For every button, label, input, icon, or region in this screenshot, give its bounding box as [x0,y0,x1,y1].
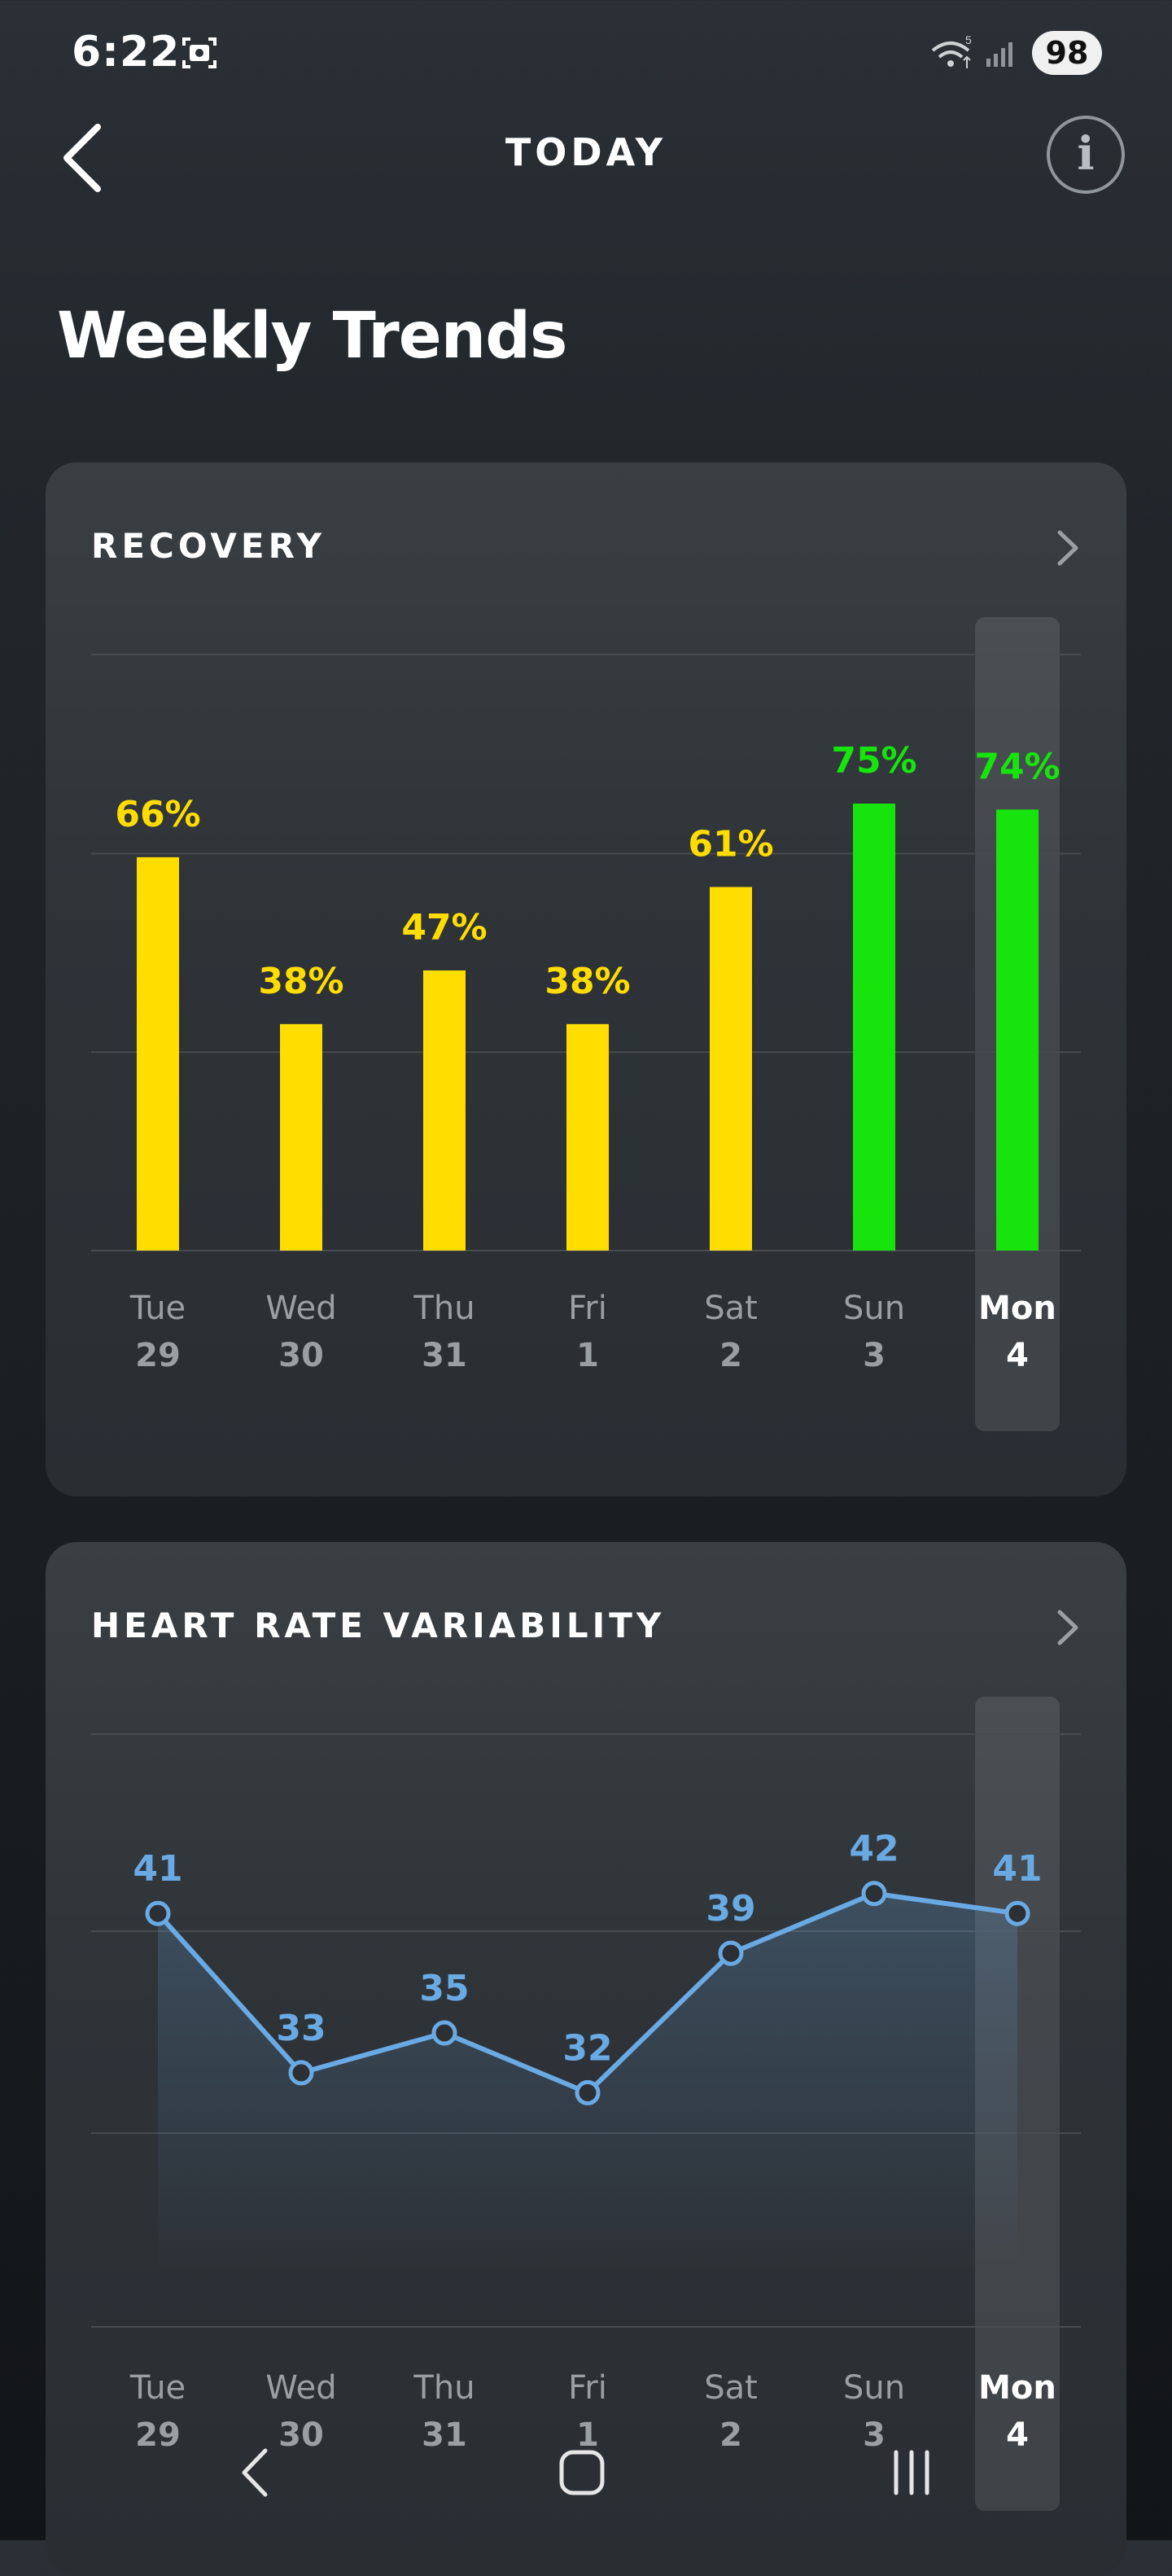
x-tick-day: Thu [413,1290,474,1327]
status-time: 6:22 [72,28,181,77]
x-tick-date: 1 [576,1337,599,1374]
hrv-point [431,2020,457,2046]
hrv-point [145,1900,171,1926]
x-tick-day: Fri [568,1290,607,1327]
x-tick-day: Sat [704,1290,758,1327]
bar [710,887,752,1251]
battery-badge: 98 [1032,31,1102,75]
bar-value-label: 38% [258,961,343,1002]
hrv-value-label: 32 [562,2027,612,2069]
recovery-chart: 66% 38% 47% 38% 61% 75% 74% Tue 29 Wed 30 Thu 31 Fri 1… [91,617,1081,1431]
x-tick-date: 4 [1006,1337,1029,1374]
system-nav-bar [0,2426,1172,2540]
x-tick-day: Fri [568,2369,607,2407]
hrv-area [158,1893,1017,2275]
hrv-value-label: 41 [133,1848,182,1890]
x-tick-date: 1 [576,2416,599,2454]
status-bar: 6:22 5 98 [0,0,1172,106]
bar-value-label: 38% [544,961,630,1002]
nav-back-icon[interactable] [220,2436,293,2509]
x-tick-day: Mon [978,1290,1056,1327]
x-tick-date: 2 [719,2416,742,2454]
x-tick-date: 31 [422,1337,467,1374]
hrv-card[interactable]: HEART RATE VARIABILITY 41 33 35 32 39 42 41 Tue… [46,1542,1126,2576]
x-tick-date: 29 [135,2416,181,2454]
bar [423,970,466,1251]
x-tick-date: 31 [422,2416,467,2454]
x-tick-day: Tue [129,1290,186,1327]
x-tick-date: 3 [863,2416,886,2454]
page-title: Weekly Trends [57,300,567,373]
hrv-value-label: 42 [849,1829,899,1870]
x-tick-day: Sun [843,1290,905,1327]
hrv-point [718,1940,744,1966]
bar-value-label: 66% [115,794,200,835]
bar-value-label: 47% [401,907,487,948]
x-tick-date: 30 [278,2416,324,2454]
x-tick-day: Tue [129,2369,186,2407]
recovery-title: RECOVERY [91,526,326,566]
hrv-point [575,2079,601,2105]
x-tick-date: 4 [1006,2416,1029,2454]
bar [996,809,1039,1251]
x-tick-day: Thu [413,2369,474,2407]
chevron-left-icon [63,124,101,192]
bar [280,1023,322,1251]
back-button[interactable] [55,120,120,194]
wifi-icon: 5 [931,33,972,68]
bar [566,1023,609,1251]
hrv-title: HEART RATE VARIABILITY [91,1606,666,1645]
x-tick-date: 30 [278,1337,324,1374]
x-tick-day: Wed [265,2369,336,2407]
recovery-card[interactable]: RECOVERY 66% 38% 47% 38% 61% 75% 74% Tue 29 Wed 30… [46,462,1126,1496]
screenshot-icon [182,37,216,68]
nav-recents-icon[interactable] [875,2436,948,2509]
page-header-title: TODAY [505,130,667,174]
bar-value-label: 75% [831,740,916,782]
x-tick-date: 29 [135,1337,181,1374]
chevron-right-icon[interactable] [1052,528,1084,568]
signal-icon [986,42,1012,67]
chevron-right-icon[interactable] [1052,1607,1084,1648]
x-tick-day: Sun [843,2369,905,2407]
x-tick-day: Mon [978,2369,1056,2407]
hrv-value-label: 41 [992,1848,1042,1890]
bar-value-label: 61% [688,823,773,865]
hrv-point [1004,1900,1030,1926]
hrv-point [288,2060,314,2086]
x-tick-date: 2 [719,1337,742,1374]
info-icon: i [1077,127,1095,181]
svg-text:5: 5 [965,33,972,46]
hrv-value-label: 39 [706,1888,755,1930]
hrv-point [861,1881,887,1907]
info-button[interactable]: i [1047,116,1125,194]
nav-home-icon[interactable] [545,2436,619,2509]
bar-value-label: 74% [974,746,1060,787]
bar [853,804,895,1251]
hrv-value-label: 33 [276,2008,326,2049]
hrv-chart: 41 33 35 32 39 42 41 Tue 29 Wed 30 Thu 31 Fri 1 Sat 2 Sun… [91,1697,1081,2511]
bar [137,856,179,1251]
hrv-value-label: 35 [419,1968,469,2009]
x-tick-date: 3 [863,1337,886,1374]
x-tick-day: Wed [265,1290,336,1327]
x-tick-day: Sat [704,2369,758,2407]
